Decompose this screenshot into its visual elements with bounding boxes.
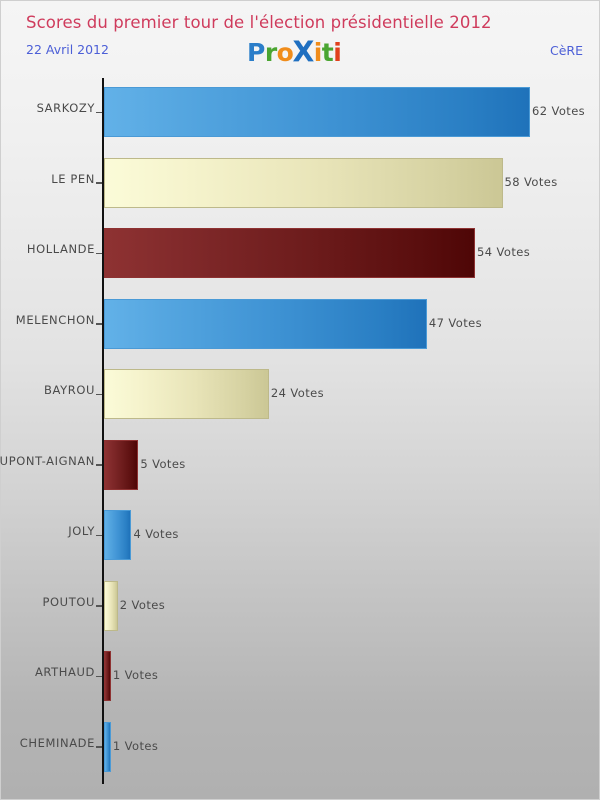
chart-date: 22 Avril 2012: [26, 42, 109, 57]
logo-letter-5: i: [313, 38, 323, 67]
axis-tick: [96, 111, 102, 113]
logo-letter-7: i: [333, 38, 342, 67]
logo-letter-4: X: [292, 36, 315, 69]
logo-letter-6: t: [321, 38, 334, 67]
category-label-le-pen: LE PEN: [51, 171, 95, 186]
bar-melenchon[interactable]: [104, 298, 427, 349]
value-label: 1 Votes: [112, 738, 159, 753]
axis-tick: [96, 323, 102, 325]
bar-sarkozy[interactable]: [104, 87, 530, 137]
bar-row: MELENCHON 47 Votes: [1, 289, 600, 360]
logo-letter-1: P: [247, 38, 265, 67]
value-label: 1 Votes: [112, 668, 159, 682]
category-label-dupont-aignan: DUPONT-AIGNAN: [0, 453, 95, 468]
bar-row: JOLY 4 Votes: [1, 500, 600, 571]
category-label-melenchon: MELENCHON: [15, 312, 95, 327]
bar-row: CHEMINADE 1 Votes: [1, 712, 600, 783]
value-label: 5 Votes: [140, 456, 186, 471]
bar-arthaud[interactable]: [104, 651, 111, 701]
axis-tick: [96, 182, 102, 184]
category-label-hollande: HOLLANDE: [26, 242, 95, 256]
bar-row: SARKOZY 62 Votes: [1, 77, 600, 148]
axis-tick: [96, 746, 102, 748]
category-label-sarkozy: SARKOZY: [36, 101, 95, 115]
logo-letter-3: o: [276, 38, 294, 67]
bar-cheminade[interactable]: [104, 721, 111, 772]
bar-row: ARTHAUD 1 Votes: [1, 641, 600, 712]
bar-hollande[interactable]: [104, 228, 476, 278]
value-label: 4 Votes: [133, 527, 179, 541]
value-label: 54 Votes: [477, 245, 531, 259]
category-label-bayrou: BAYROU: [44, 383, 95, 397]
value-label: 62 Votes: [532, 104, 586, 118]
proxiti-logo[interactable]: ProXiti: [247, 36, 342, 69]
bar-row: HOLLANDE 54 Votes: [1, 218, 600, 289]
axis-tick: [96, 605, 102, 607]
axis-tick: [96, 393, 102, 395]
axis-tick: [96, 252, 102, 254]
value-label: 47 Votes: [428, 315, 482, 330]
value-label: 24 Votes: [270, 386, 324, 400]
bar-le-pen[interactable]: [104, 157, 503, 208]
bar-row: POUTOU 2 Votes: [1, 571, 600, 642]
axis-tick: [96, 675, 102, 677]
logo-letter-2: r: [264, 38, 277, 67]
bar-dupont-aignan[interactable]: [104, 439, 139, 490]
bar-poutou[interactable]: [104, 580, 118, 631]
category-label-arthaud: ARTHAUD: [34, 665, 95, 679]
chart-header: Scores du premier tour de l'élection pré…: [1, 1, 600, 77]
bar-row: LE PEN 58 Votes: [1, 148, 600, 219]
axis-tick: [96, 464, 102, 466]
page-title: Scores du premier tour de l'élection pré…: [26, 13, 492, 32]
category-label-joly: JOLY: [68, 524, 95, 538]
bar-row: DUPONT-AIGNAN 5 Votes: [0, 430, 600, 501]
y-axis-line: [102, 78, 104, 784]
bar-joly[interactable]: [104, 510, 132, 560]
bar-row: BAYROU 24 Votes: [1, 359, 600, 430]
chart-plot-area: SARKOZY 62 Votes LE PEN 58 Votes HOLLANDE 54 …: [0, 77, 600, 800]
category-label-poutou: POUTOU: [42, 594, 95, 609]
bar-bayrou[interactable]: [104, 369, 269, 419]
value-label: 58 Votes: [504, 174, 558, 189]
category-label-cheminade: CHEMINADE: [19, 735, 95, 750]
brand-cere-label: CèRE: [549, 43, 583, 58]
axis-tick: [96, 534, 102, 536]
value-label: 2 Votes: [119, 597, 166, 612]
